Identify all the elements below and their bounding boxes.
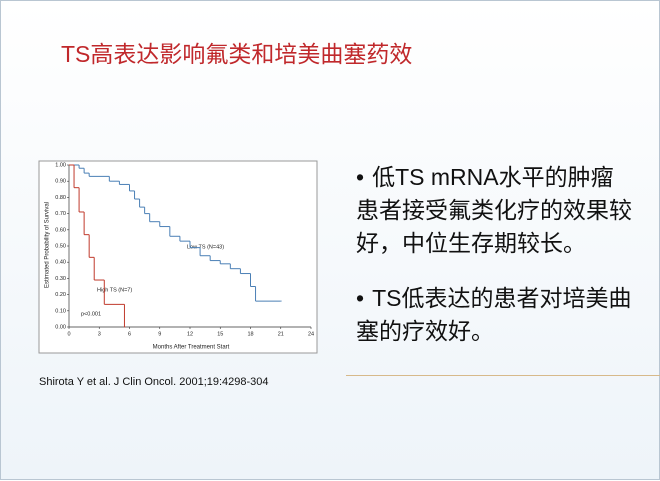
x-tick-label: 18: [247, 331, 253, 337]
x-tick-label: 12: [187, 331, 193, 337]
x-tick-label: 9: [158, 331, 161, 337]
x-axis-label: Months After Treatment Start: [153, 345, 230, 351]
y-tick-label: 0.10: [55, 308, 66, 314]
x-tick-label: 6: [128, 331, 131, 337]
y-tick-label: 0.00: [55, 324, 66, 330]
x-tick-label: 15: [217, 331, 223, 337]
annotation: p<0.001: [81, 311, 101, 317]
bullet-list: 低TS mRNA水平的肿瘤患者接受氟类化疗的效果较好，中位生存期较长。 TS低表…: [346, 161, 636, 370]
series-label: Low TS (N=43): [187, 244, 224, 250]
x-tick-label: 0: [67, 331, 70, 337]
y-tick-label: 0.40: [55, 260, 66, 266]
y-axis-label: Estimated Probability of Survival: [45, 202, 51, 288]
y-tick-label: 1.00: [55, 162, 66, 168]
y-tick-label: 0.20: [55, 292, 66, 298]
y-tick-label: 0.90: [55, 179, 66, 185]
x-tick-label: 24: [308, 331, 314, 337]
y-tick-label: 0.30: [55, 276, 66, 282]
x-tick-label: 3: [98, 331, 101, 337]
y-tick-label: 0.60: [55, 227, 66, 233]
series-label: High TS (N=7): [97, 287, 132, 293]
y-tick-label: 0.80: [55, 195, 66, 201]
bullet: 低TS mRNA水平的肿瘤患者接受氟类化疗的效果较好，中位生存期较长。: [356, 161, 636, 260]
y-tick-label: 0.70: [55, 211, 66, 217]
x-tick-label: 21: [278, 331, 284, 337]
citation: Shirota Y et al. J Clin Oncol. 2001;19:4…: [39, 376, 269, 388]
bullet: TS低表达的患者对培美曲塞的疗效好。: [356, 282, 636, 348]
y-tick-label: 0.50: [55, 243, 66, 249]
divider: [346, 375, 660, 376]
slide-title: TS高表达影响氟类和培美曲塞药效: [61, 41, 413, 67]
chart-frame: [38, 160, 318, 354]
